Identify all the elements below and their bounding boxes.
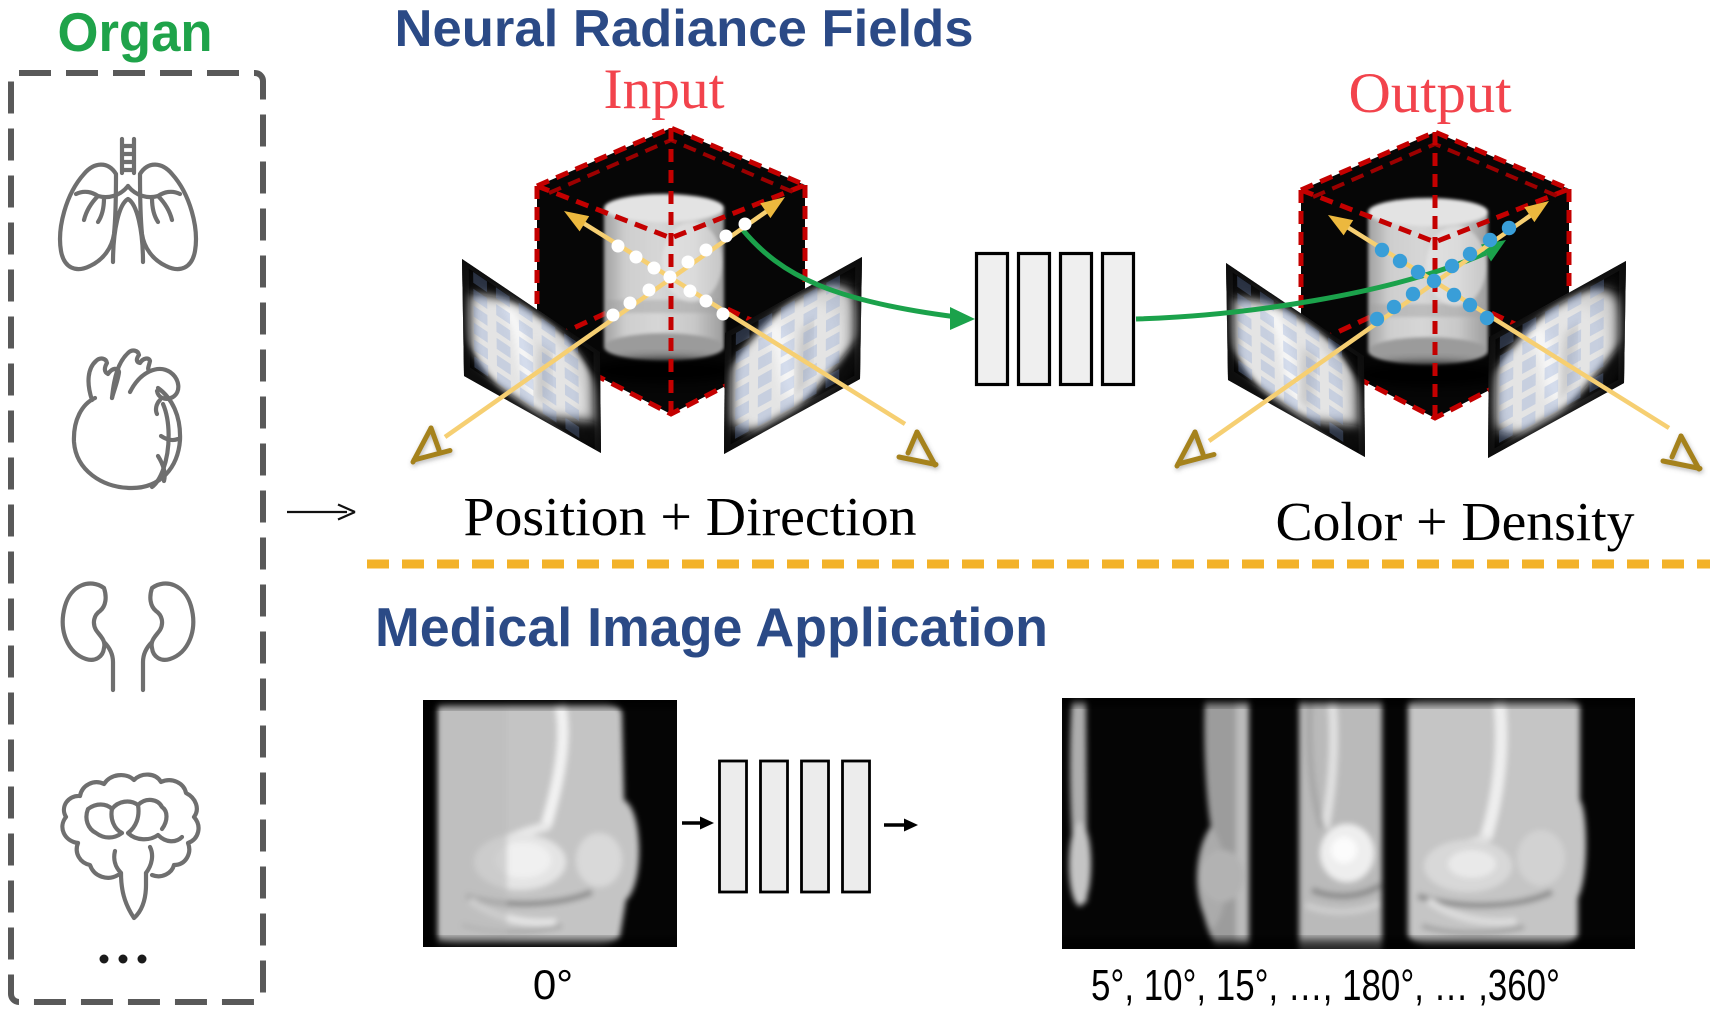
svg-text:5°, 10°, 15°, …, 180°, … ,3: 5°, 10°, 15°, …, 180°, … ,360° <box>1091 961 1560 1010</box>
svg-text:0°: 0° <box>533 961 573 1008</box>
svg-text:Output: Output <box>1349 62 1512 125</box>
svg-text:Neural Radiance Fields: Neural Radiance Fields <box>395 0 974 58</box>
svg-text:Position + Direction: Position + Direction <box>464 486 917 547</box>
svg-text:Medical Image Application: Medical Image Application <box>375 596 1048 658</box>
svg-text:Color + Density: Color + Density <box>1276 491 1635 552</box>
svg-text:Organ: Organ <box>58 1 213 63</box>
svg-text:Input: Input <box>604 58 725 121</box>
